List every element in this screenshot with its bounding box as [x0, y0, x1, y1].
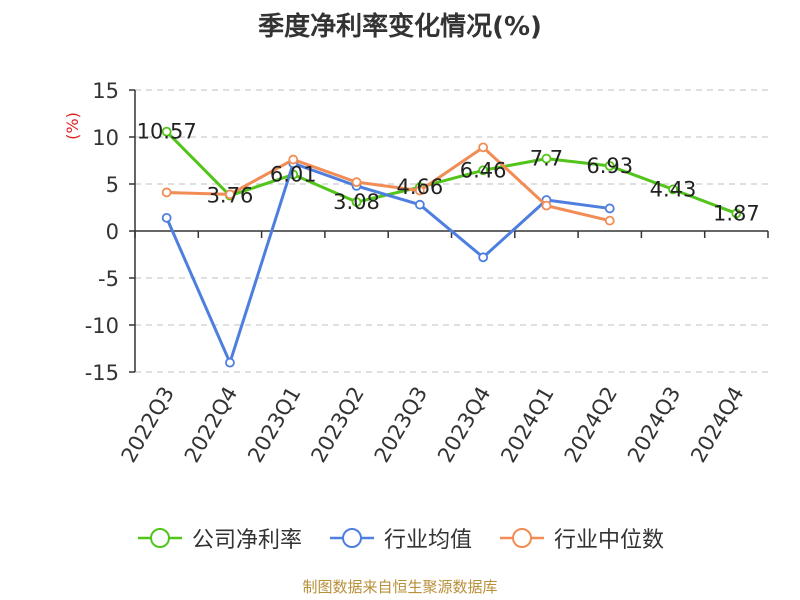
data-label: 6.93: [586, 154, 633, 178]
x-tick-label: 2024Q4: [686, 383, 748, 467]
data-point: [478, 142, 489, 153]
y-axis-title: (%): [63, 112, 82, 140]
legend-label: 行业中位数: [554, 528, 665, 553]
chart-title: 季度净利率变化情况(%): [258, 12, 542, 42]
series-line: [166, 145, 611, 223]
x-tick-label: 2023Q4: [433, 383, 495, 467]
data-label: 3.08: [333, 190, 380, 214]
x-tick-label: 2023Q3: [370, 383, 432, 467]
data-label: 4.43: [650, 177, 697, 201]
legend-marker-icon: [500, 528, 544, 548]
data-point: [668, 184, 678, 195]
series-lines: [161, 126, 742, 368]
data-label: 1.87: [713, 201, 760, 225]
data-label: 10.57: [137, 120, 197, 144]
x-tick-label: 2023Q1: [243, 383, 305, 467]
series-line: [165, 161, 610, 365]
y-tick-label: 0: [106, 220, 119, 244]
series-line: [165, 130, 737, 215]
data-point: [161, 212, 172, 223]
data-point: [604, 215, 615, 226]
data-point: [351, 197, 362, 207]
data-point: [541, 153, 552, 164]
data-point: [414, 199, 425, 210]
y-tick-label: 5: [106, 173, 119, 197]
legend-marker-icon: [329, 528, 374, 548]
data-labels: 10.57 3.76 6.01 3.08 4.66 6.46 7.7 6.93 4.43 1.87: [137, 120, 760, 226]
data-label: 3.76: [207, 184, 254, 208]
data-label: 4.66: [396, 175, 443, 199]
y-tick-label: -10: [85, 314, 119, 338]
legend-item[interactable]: 行业均值: [328, 522, 472, 554]
data-point: [161, 187, 172, 198]
data-point: [288, 154, 299, 165]
x-tick-label: 2023Q2: [306, 383, 368, 467]
data-label: 6.01: [270, 163, 317, 187]
x-tick-label: 2024Q1: [496, 383, 558, 467]
data-point: [161, 126, 172, 137]
data-point: [414, 185, 425, 196]
legend-item[interactable]: 行业中位数: [498, 522, 664, 554]
x-tick-label: 2022Q3: [117, 383, 179, 467]
legend-item[interactable]: 公司净利率: [136, 522, 302, 554]
x-tick-label: 2024Q2: [560, 383, 622, 467]
data-point: [731, 208, 742, 219]
x-tick-label: 2022Q4: [180, 383, 242, 467]
data-label: 6.46: [460, 158, 507, 182]
data-point: [604, 160, 615, 171]
data-point: [225, 357, 235, 368]
data-point: [225, 189, 235, 200]
legend-label: 公司净利率: [191, 528, 302, 553]
data-label: 7.7: [530, 147, 563, 171]
data-point: [351, 177, 362, 188]
y-tick-label: 15: [92, 79, 119, 103]
legend-marker-icon: [137, 528, 182, 548]
data-point: [541, 200, 552, 211]
legend: 公司净利率 行业均值 行业中位数: [0, 520, 800, 556]
y-tick-label: 10: [92, 126, 119, 150]
x-tick-label: 2024Q3: [623, 383, 685, 467]
legend-label: 行业均值: [383, 528, 472, 553]
data-point: [478, 165, 489, 176]
source-note: 制图数据来自恒生聚源数据库: [302, 578, 498, 596]
y-tick-label: -5: [98, 267, 119, 291]
data-point: [478, 252, 489, 263]
data-point: [604, 203, 615, 214]
y-tick-label: -15: [85, 361, 119, 385]
